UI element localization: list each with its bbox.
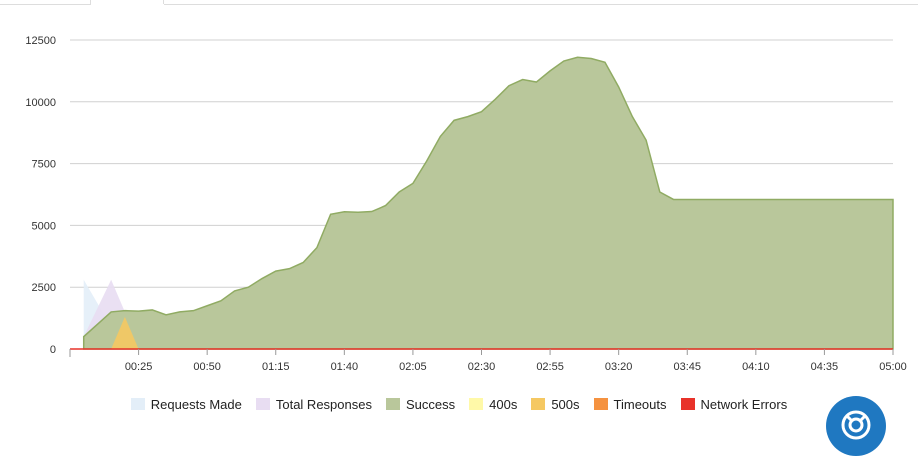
legend-label: Network Errors [700, 396, 788, 412]
x-tick-label: 02:55 [536, 361, 564, 373]
y-tick-label: 10000 [25, 97, 56, 109]
x-axis-ticks: 00:25 00:50 01:15 01:40 02:05 02:30 02:55 03:20… [69, 349, 907, 373]
y-tick-label: 7500 [32, 159, 56, 171]
x-tick-label: 03:45 [673, 361, 701, 373]
legend-label: Timeouts [613, 396, 667, 412]
legend-item[interactable]: Network Errors [680, 395, 788, 413]
x-tick-label: 04:35 [811, 361, 839, 373]
x-tick-label: 04:10 [742, 361, 770, 373]
lifebuoy-icon [841, 410, 871, 440]
legend-item[interactable]: Success [385, 395, 456, 413]
y-axis-ticks: 0 2500 5000 7500 10000 12500 [25, 35, 56, 356]
x-tick-label: 01:15 [262, 361, 290, 373]
x-tick-label: 02:05 [399, 361, 427, 373]
legend-swatch [531, 398, 546, 410]
legend-item[interactable]: 500s [531, 395, 580, 413]
x-tick-label: 01:40 [331, 361, 359, 373]
chart-legend: Requests Made Total Responses Success 400s 5… [0, 395, 918, 413]
y-tick-label: 0 [50, 344, 56, 356]
tab-strip-rule [164, 0, 918, 5]
legend-label: Requests Made [150, 396, 242, 412]
x-tick-label: 05:00 [879, 361, 907, 373]
legend-swatch [255, 398, 270, 410]
x-tick-label: 02:30 [468, 361, 496, 373]
y-tick-label: 2500 [32, 282, 56, 294]
legend-item[interactable]: Total Responses [255, 395, 372, 413]
tab-active[interactable] [90, 0, 164, 4]
legend-label: Success [405, 396, 456, 412]
legend-swatch [469, 398, 484, 410]
y-tick-label: 5000 [32, 220, 56, 232]
series-area-success [82, 56, 894, 350]
x-tick-label: 00:50 [193, 361, 221, 373]
legend-label: 400s [489, 396, 518, 412]
x-tick-label: 03:20 [605, 361, 633, 373]
legend-swatch [680, 398, 695, 410]
legend-label: 500s [551, 396, 580, 412]
legend-swatch [385, 398, 400, 410]
help-button[interactable] [826, 396, 886, 456]
legend-swatch [130, 398, 145, 410]
y-tick-label: 12500 [25, 35, 56, 47]
legend-label: Total Responses [275, 396, 372, 412]
legend-item[interactable]: Timeouts [593, 395, 667, 413]
x-tick-label: 00:25 [125, 361, 153, 373]
tab-strip [0, 0, 918, 5]
legend-item[interactable]: 400s [469, 395, 517, 413]
chart-series-areas [82, 56, 894, 350]
legend-item[interactable]: Requests Made [130, 395, 242, 413]
legend-swatch [593, 398, 608, 410]
